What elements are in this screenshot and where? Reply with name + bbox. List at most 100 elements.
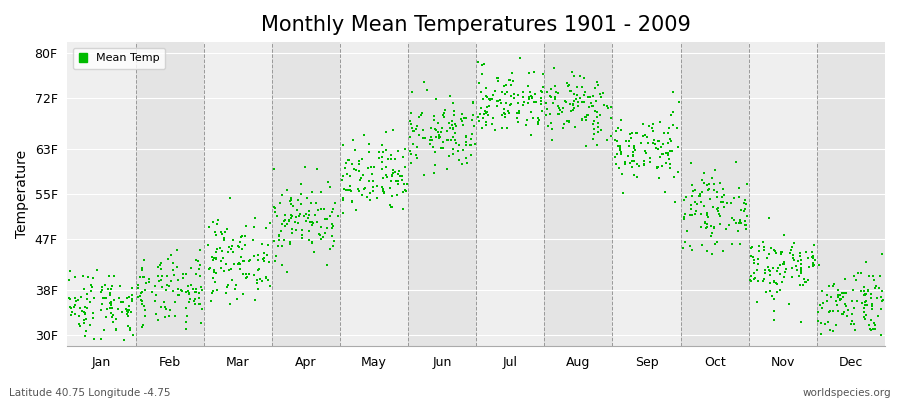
- Point: [575, 84, 590, 90]
- Point: [280, 269, 294, 275]
- Point: [590, 142, 604, 148]
- Point: [164, 252, 178, 258]
- Point: [534, 101, 548, 108]
- Point: [744, 244, 759, 250]
- Point: [109, 327, 123, 334]
- Point: [305, 221, 320, 228]
- Point: [284, 214, 298, 221]
- Point: [859, 258, 873, 265]
- Point: [565, 102, 580, 108]
- Point: [729, 220, 743, 226]
- Point: [794, 319, 808, 325]
- Point: [222, 301, 237, 308]
- Point: [234, 254, 248, 260]
- Point: [572, 99, 586, 105]
- Point: [248, 215, 263, 222]
- Point: [395, 173, 410, 180]
- Point: [498, 110, 512, 117]
- Point: [436, 139, 450, 146]
- Point: [495, 125, 509, 131]
- Point: [397, 180, 411, 187]
- Point: [539, 100, 554, 106]
- Point: [536, 89, 550, 95]
- Point: [96, 295, 111, 301]
- Point: [724, 241, 739, 247]
- Point: [661, 151, 675, 157]
- Point: [328, 200, 342, 206]
- Point: [62, 276, 77, 283]
- Point: [637, 148, 652, 154]
- Point: [719, 226, 733, 232]
- Point: [119, 306, 133, 313]
- Point: [517, 99, 531, 106]
- Point: [232, 244, 247, 250]
- Point: [404, 121, 419, 127]
- Point: [625, 164, 639, 171]
- Point: [484, 96, 499, 102]
- Point: [545, 137, 560, 143]
- Point: [412, 132, 427, 139]
- Point: [166, 288, 180, 294]
- Point: [96, 326, 111, 333]
- Point: [428, 134, 443, 140]
- Point: [459, 115, 473, 122]
- Point: [701, 214, 716, 220]
- Point: [757, 244, 771, 250]
- Point: [179, 312, 194, 319]
- Point: [106, 312, 121, 318]
- Point: [179, 289, 194, 295]
- Point: [724, 200, 739, 206]
- Point: [374, 154, 389, 160]
- Point: [235, 246, 249, 252]
- Point: [767, 308, 781, 314]
- Point: [320, 262, 335, 268]
- Point: [338, 187, 353, 194]
- Point: [726, 195, 741, 201]
- Point: [491, 77, 505, 84]
- Point: [336, 195, 350, 202]
- Point: [752, 248, 767, 254]
- Point: [72, 321, 86, 327]
- Point: [591, 82, 606, 88]
- Point: [806, 255, 821, 261]
- Point: [103, 300, 117, 306]
- Point: [437, 107, 452, 114]
- Point: [824, 294, 838, 300]
- Point: [705, 175, 719, 181]
- Point: [507, 95, 521, 102]
- Point: [303, 219, 318, 225]
- Point: [479, 93, 493, 99]
- Point: [192, 290, 206, 296]
- Point: [192, 301, 206, 307]
- Point: [744, 245, 759, 252]
- Point: [241, 258, 256, 264]
- Point: [511, 118, 526, 125]
- Point: [613, 145, 627, 151]
- Point: [251, 267, 266, 274]
- Point: [478, 119, 492, 125]
- Point: [274, 191, 289, 198]
- Point: [342, 156, 356, 163]
- Point: [496, 82, 510, 89]
- Point: [320, 216, 334, 222]
- Point: [65, 309, 79, 316]
- Point: [560, 118, 574, 124]
- Point: [348, 146, 363, 153]
- Point: [521, 100, 535, 106]
- Point: [404, 160, 419, 166]
- Point: [90, 267, 104, 273]
- Point: [207, 268, 221, 275]
- Point: [491, 103, 505, 109]
- Point: [702, 186, 716, 192]
- Point: [871, 312, 886, 319]
- Point: [464, 141, 478, 148]
- Point: [577, 92, 591, 98]
- Point: [447, 108, 462, 114]
- Point: [646, 140, 661, 146]
- Point: [78, 303, 93, 310]
- Point: [428, 126, 443, 132]
- Point: [503, 102, 517, 108]
- Point: [697, 170, 711, 176]
- Point: [451, 148, 465, 154]
- Point: [744, 273, 759, 280]
